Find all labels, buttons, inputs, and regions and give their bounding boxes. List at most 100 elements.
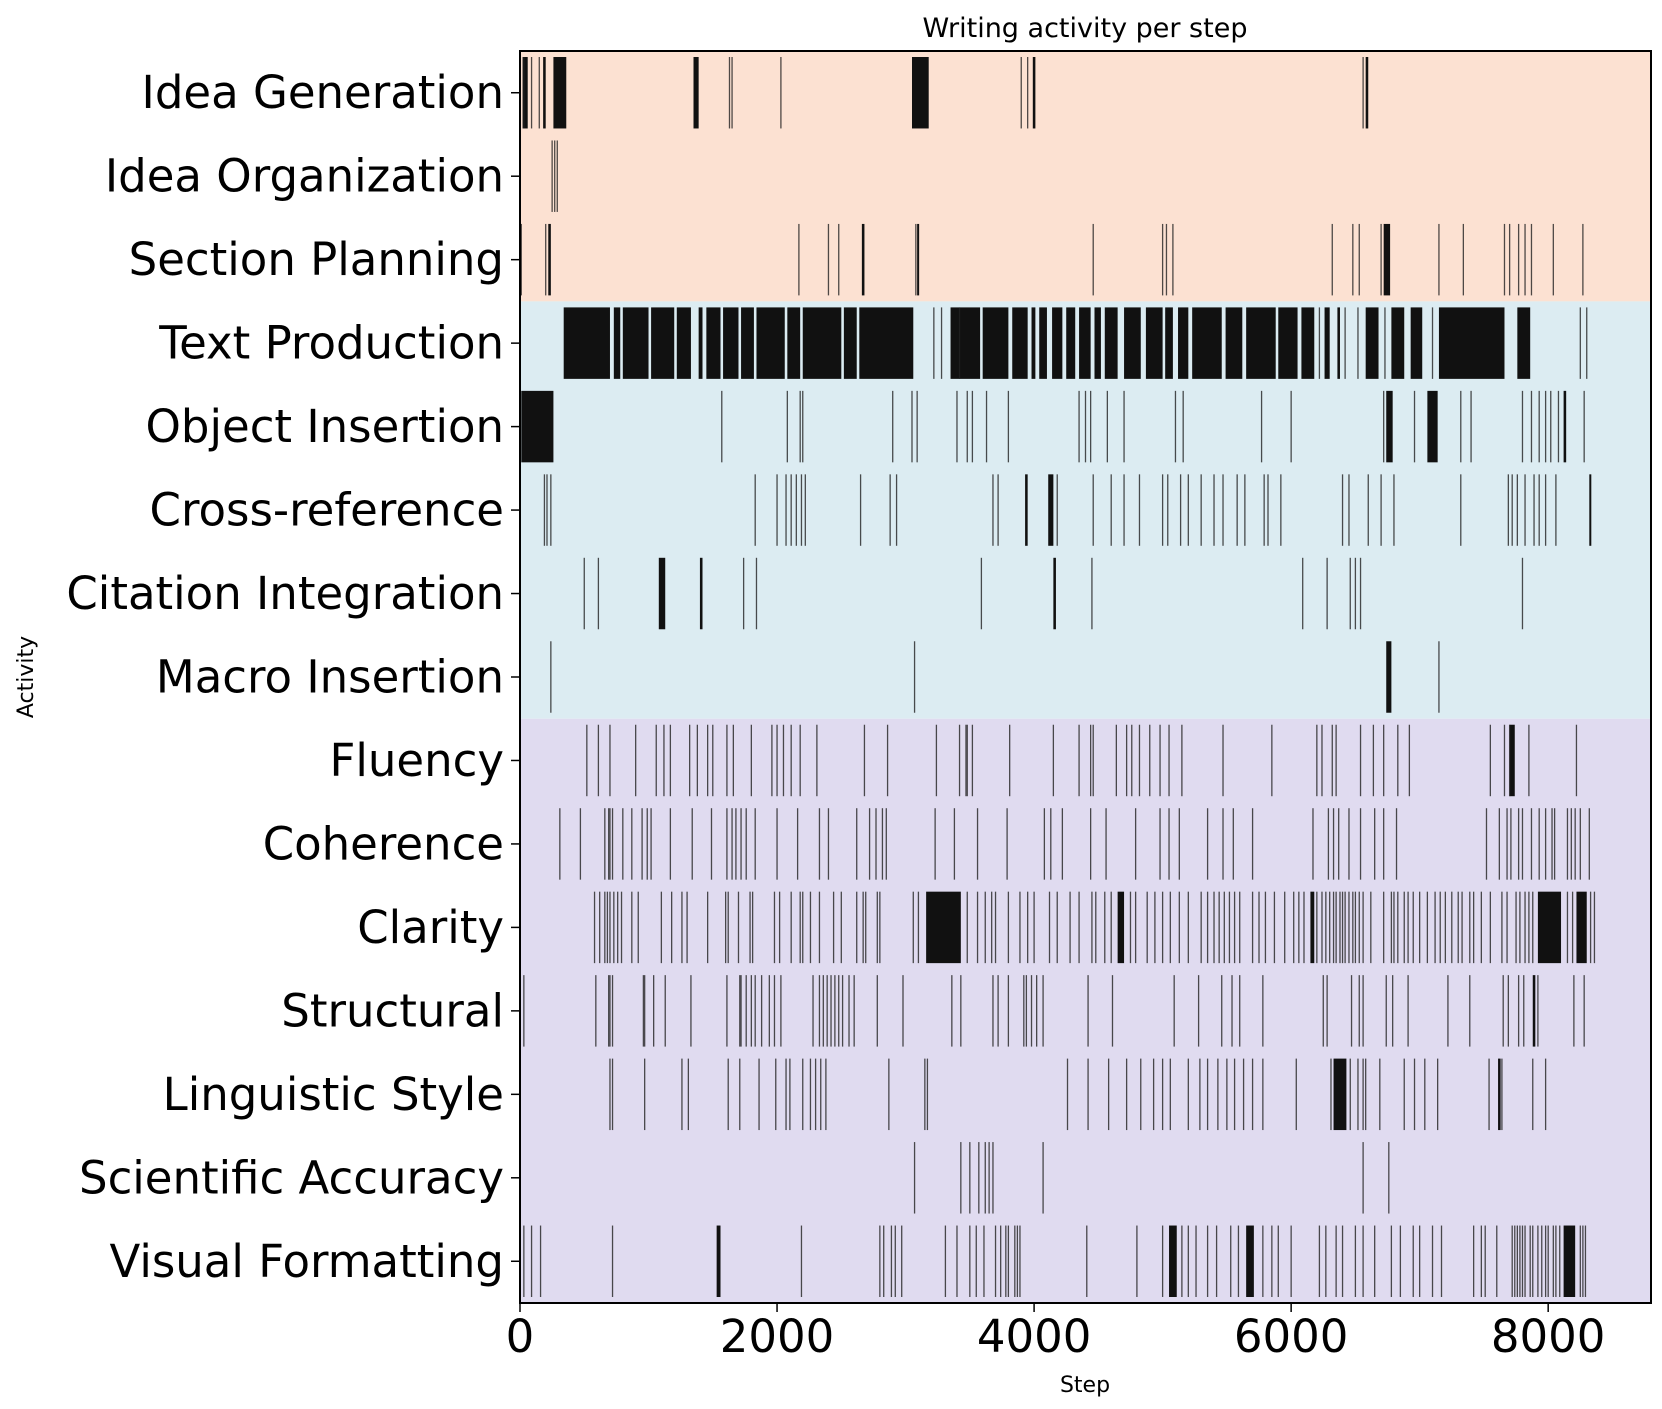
- block-text-production: [1012, 307, 1028, 379]
- y-label-visual-formatting: Visual Formatting: [110, 1235, 504, 1288]
- y-category-labels: Idea Generation Idea Organization Section …: [66, 66, 520, 1288]
- block-text-production: [676, 307, 691, 379]
- block-text-production: [1225, 307, 1243, 379]
- y-label-citation-integration: Citation Integration: [66, 567, 504, 620]
- block-text-production: [1246, 307, 1276, 379]
- block-text-production: [622, 307, 649, 379]
- block-idea-generation: [522, 57, 528, 129]
- block-linguistic-style: [1333, 1058, 1347, 1131]
- block-text-production: [1278, 307, 1298, 379]
- y-label-idea-generation: Idea Generation: [142, 66, 504, 119]
- block-text-production: [843, 307, 857, 379]
- block-text-production: [1031, 307, 1036, 379]
- y-label-cross-reference: Cross-reference: [150, 484, 504, 537]
- block-idea-generation: [553, 57, 567, 129]
- block-text-production: [698, 307, 703, 379]
- block-structural: [1532, 975, 1536, 1047]
- event-marks: [520, 57, 1596, 1297]
- block-text-production: [982, 307, 1009, 379]
- block-citation-integration: [658, 557, 666, 630]
- x-axis-title: Step: [1060, 1373, 1110, 1398]
- chart-title: Writing activity per step: [923, 13, 1248, 44]
- y-label-clarity: Clarity: [357, 901, 504, 954]
- block-object-insertion: [1427, 390, 1438, 463]
- block-text-production: [1094, 307, 1101, 379]
- block-text-production: [1039, 307, 1047, 379]
- y-label-text-production: Text Production: [158, 317, 504, 370]
- x-ticks: 0 2000 4000 6000 8000: [506, 1303, 1606, 1363]
- block-text-production: [741, 307, 754, 379]
- y-label-structural: Structural: [281, 984, 504, 1037]
- block-idea-generation: [1365, 57, 1369, 129]
- group-bands: [520, 51, 1651, 1303]
- block-idea-generation: [693, 57, 699, 129]
- y-label-macro-insertion: Macro Insertion: [156, 651, 504, 704]
- block-idea-generation: [543, 57, 546, 129]
- block-clarity: [1117, 891, 1125, 964]
- block-text-production: [1178, 307, 1189, 379]
- block-text-production: [1066, 307, 1076, 379]
- block-section-planning: [917, 223, 920, 296]
- block-idea-generation: [911, 57, 929, 129]
- block-text-production: [1079, 307, 1091, 379]
- y-label-section-planning: Section Planning: [129, 233, 504, 286]
- block-text-production: [1438, 307, 1505, 379]
- block-text-production: [1124, 307, 1141, 379]
- block-text-production: [1517, 307, 1531, 379]
- block-section-planning: [1383, 223, 1391, 296]
- block-linguistic-style: [1498, 1058, 1501, 1131]
- x-tick-label: 2000: [720, 1310, 835, 1363]
- block-clarity: [1310, 891, 1315, 964]
- band-revision: [520, 718, 1651, 1303]
- block-text-production: [651, 307, 675, 379]
- block-text-production: [1165, 307, 1173, 379]
- block-text-production: [1052, 307, 1063, 379]
- block-clarity: [1576, 891, 1587, 964]
- block-object-insertion: [521, 390, 554, 463]
- y-label-fluency: Fluency: [330, 734, 505, 787]
- x-tick-label: 8000: [1491, 1310, 1606, 1363]
- block-visual-formatting: [1563, 1225, 1576, 1297]
- y-label-scientific-accuracy: Scientific Accuracy: [79, 1151, 504, 1204]
- block-text-production: [723, 307, 739, 379]
- x-tick-label: 0: [506, 1310, 535, 1363]
- block-text-production: [1324, 307, 1330, 379]
- block-text-production: [563, 307, 610, 379]
- x-tick-label: 6000: [1234, 1310, 1349, 1363]
- block-text-production: [1410, 307, 1423, 379]
- block-visual-formatting: [1246, 1225, 1254, 1297]
- block-idea-generation: [1032, 57, 1036, 129]
- block-object-insertion: [1563, 390, 1567, 463]
- y-axis-title: Activity: [14, 636, 39, 718]
- block-text-production: [1104, 307, 1118, 379]
- block-cross-reference: [1025, 474, 1028, 546]
- block-clarity: [1537, 891, 1562, 964]
- x-tick-label: 4000: [977, 1310, 1092, 1363]
- block-text-production: [1365, 307, 1379, 379]
- block-visual-formatting: [1169, 1225, 1177, 1297]
- y-label-object-insertion: Object Insertion: [146, 400, 504, 453]
- y-label-coherence: Coherence: [263, 817, 504, 870]
- block-fluency: [1509, 724, 1515, 797]
- block-text-production: [706, 307, 721, 379]
- block-text-production: [1337, 307, 1340, 379]
- block-visual-formatting: [716, 1225, 721, 1297]
- block-cross-reference: [1048, 474, 1054, 546]
- block-text-production: [950, 307, 981, 379]
- block-citation-integration: [699, 557, 703, 630]
- block-section-planning: [548, 223, 551, 296]
- block-clarity: [926, 891, 961, 964]
- block-text-production: [787, 307, 801, 379]
- block-text-production: [1301, 307, 1315, 379]
- block-text-production: [613, 307, 621, 379]
- block-macro-insertion: [1386, 641, 1392, 713]
- block-text-production: [1145, 307, 1163, 379]
- block-citation-integration: [1053, 557, 1056, 630]
- block-text-production: [1192, 307, 1222, 379]
- block-text-production: [756, 307, 785, 379]
- block-section-planning: [861, 223, 865, 296]
- block-text-production: [802, 307, 842, 379]
- block-text-production: [859, 307, 914, 379]
- y-label-idea-organization: Idea Organization: [105, 150, 504, 203]
